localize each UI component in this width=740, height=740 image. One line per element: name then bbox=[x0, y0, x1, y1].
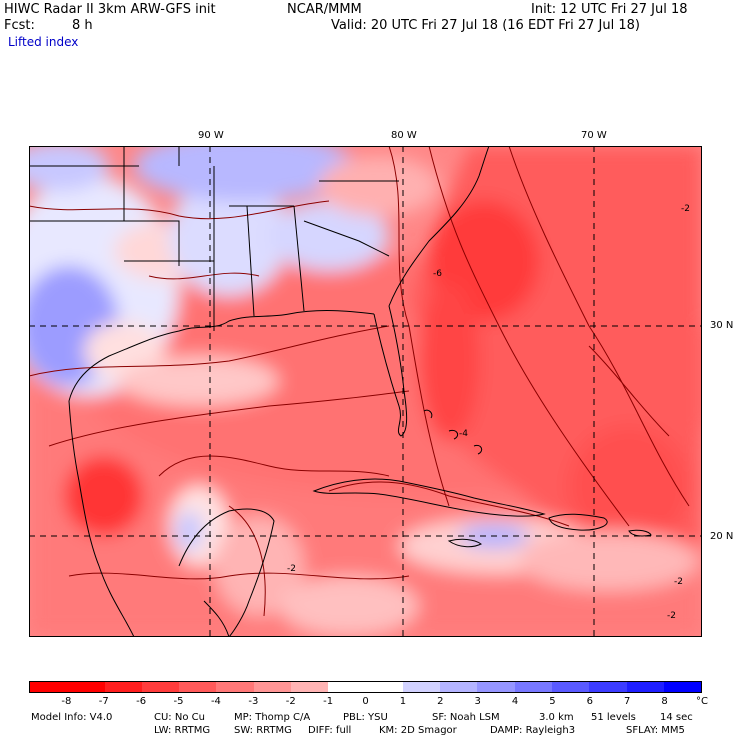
colorbar-tick-label: -2 bbox=[285, 696, 296, 707]
colorbar-tick-label: 6 bbox=[586, 696, 594, 707]
pbl-scheme: PBL: YSU bbox=[343, 712, 388, 723]
lat-label-20n: 20 N bbox=[710, 531, 734, 542]
colorbar-unit: °C bbox=[696, 696, 708, 707]
microphysics-scheme: MP: Thomp C/A bbox=[234, 712, 311, 723]
vertical-levels: 51 levels bbox=[591, 712, 636, 723]
contour-label: -2 bbox=[287, 564, 296, 574]
colorbar-tick-label: 5 bbox=[549, 696, 556, 707]
colorbar-tick-label: 7 bbox=[624, 696, 631, 707]
contour-label: -2 bbox=[681, 204, 690, 214]
grid-resolution: 3.0 km bbox=[539, 712, 574, 723]
map-frame bbox=[29, 146, 702, 637]
surface-scheme: SF: Noah LSM bbox=[432, 712, 500, 723]
colorbar-segment bbox=[477, 682, 515, 692]
init-time: Init: 12 UTC Fri 27 Jul 18 bbox=[531, 2, 688, 17]
colorbar-segment bbox=[216, 682, 254, 692]
damping-setting: DAMP: Rayleigh3 bbox=[490, 725, 576, 736]
colorbar-tick-label: 1 bbox=[399, 696, 407, 707]
contour-lines bbox=[29, 146, 690, 617]
coastlines bbox=[29, 146, 652, 637]
lon-label-70w: 70 W bbox=[581, 130, 607, 141]
graticule bbox=[29, 146, 702, 637]
colorbar-segment bbox=[104, 682, 142, 692]
colorbar-segment bbox=[179, 682, 217, 692]
lon-label-90w: 90 W bbox=[198, 130, 224, 141]
model-title: HIWC Radar II 3km ARW-GFS init bbox=[4, 2, 216, 17]
colorbar-segment bbox=[589, 682, 627, 692]
colorbar-tick-label: -4 bbox=[210, 696, 221, 707]
cumulus-scheme: CU: No Cu bbox=[154, 712, 205, 723]
colorbar-segment bbox=[141, 682, 180, 692]
colorbar-segment bbox=[30, 682, 68, 692]
colorbar-segment bbox=[551, 682, 590, 692]
forecast-label: Fcst: bbox=[4, 18, 35, 33]
organization: NCAR/MMM bbox=[287, 2, 362, 17]
forecast-hours: 8 h bbox=[72, 18, 93, 33]
colorbar-segment bbox=[253, 682, 291, 692]
colorbar-tick-label: -3 bbox=[248, 696, 259, 707]
colorbar-segment bbox=[514, 682, 552, 692]
contour-label: -4 bbox=[459, 429, 468, 439]
model-info: Model Info: V4.0 bbox=[31, 712, 113, 723]
colorbar-segment bbox=[402, 682, 441, 692]
colorbar-segment bbox=[328, 682, 366, 692]
colorbar-tick-label: 2 bbox=[437, 696, 444, 707]
colorbar-tick-label: 8 bbox=[661, 696, 668, 707]
valid-time: Valid: 20 UTC Fri 27 Jul 18 (16 EDT Fri … bbox=[331, 18, 640, 33]
colorbar bbox=[29, 681, 702, 693]
lat-label-30n: 30 N bbox=[710, 320, 734, 331]
colorbar-tick-label: -5 bbox=[173, 696, 184, 707]
colorbar-segment bbox=[67, 682, 105, 692]
colorbar-segment bbox=[290, 682, 329, 692]
colorbar-tick-label: -1 bbox=[323, 696, 334, 707]
colorbar-segment bbox=[626, 682, 664, 692]
colorbar-tick-label: 3 bbox=[474, 696, 481, 707]
diffusion-setting: DIFF: full bbox=[308, 725, 352, 736]
lon-label-80w: 80 W bbox=[391, 130, 417, 141]
contour-label: -2 bbox=[674, 577, 683, 587]
time-step: 14 sec bbox=[660, 712, 693, 723]
contour-label: -6 bbox=[433, 269, 442, 279]
contour-label: -2 bbox=[667, 611, 676, 621]
colorbar-tick-label: -6 bbox=[136, 696, 147, 707]
colorbar-segment bbox=[663, 682, 702, 692]
field-name: Lifted index bbox=[8, 35, 79, 49]
colorbar-tick-label: -8 bbox=[61, 696, 72, 707]
shortwave-scheme: SW: RRTMG bbox=[234, 725, 292, 736]
colorbar-segment bbox=[440, 682, 478, 692]
surface-layer-setting: SFLAY: MM5 bbox=[626, 725, 685, 736]
colorbar-tick-label: 0 bbox=[362, 696, 369, 707]
km-setting: KM: 2D Smagor bbox=[379, 725, 457, 736]
longwave-scheme: LW: RRTMG bbox=[154, 725, 211, 736]
field-shading bbox=[29, 146, 702, 637]
colorbar-segment bbox=[365, 682, 403, 692]
colorbar-tick-label: -7 bbox=[98, 696, 109, 707]
lifted-index-map: -2 -6 -4 -2 -2 -2 bbox=[29, 146, 702, 637]
colorbar-tick-label: 4 bbox=[511, 696, 519, 707]
